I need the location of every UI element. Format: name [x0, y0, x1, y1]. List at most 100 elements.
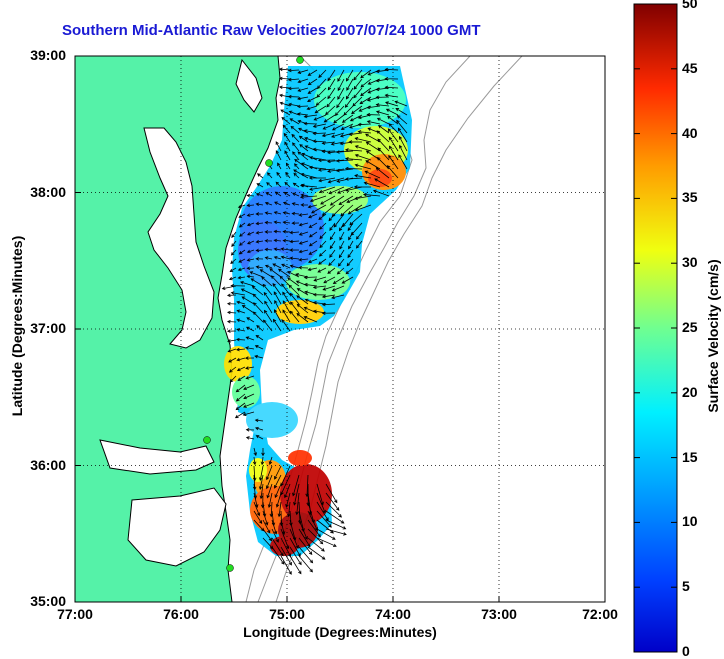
velocity-arrow — [283, 483, 291, 499]
velocity-arrow — [301, 152, 318, 161]
velocity-arrow — [262, 528, 273, 542]
grid-lines — [75, 56, 605, 602]
velocity-arrow — [236, 347, 246, 352]
velocity-arrow — [296, 295, 309, 305]
velocity-arrow — [341, 276, 354, 284]
velocity-arrow — [228, 276, 237, 281]
velocity-arrow — [255, 335, 264, 341]
velocity-arrow — [376, 156, 390, 170]
velocity-arrow — [327, 177, 345, 184]
velocity-arrow — [347, 222, 354, 232]
velocity-arrow — [291, 221, 300, 225]
velocity-arrow — [316, 510, 332, 528]
velocity-arrow — [325, 519, 347, 530]
velocity-arrow — [339, 222, 345, 232]
velocity-arrow — [238, 249, 246, 255]
velocity-arrow — [284, 141, 291, 152]
velocity-arrow — [386, 165, 399, 179]
velocity-arrow — [335, 159, 354, 163]
velocity-arrow — [308, 176, 327, 180]
velocity-arrow — [252, 293, 264, 305]
velocity-arrow — [365, 133, 381, 143]
velocity-arrow — [230, 249, 237, 256]
velocity-arrow — [278, 85, 291, 90]
velocity-arrow — [231, 240, 237, 248]
velocity-arrow — [252, 456, 257, 466]
velocity-arrow — [281, 319, 291, 332]
velocity-arrow — [299, 144, 309, 152]
velocity-arrow — [317, 267, 327, 273]
velocity-arrow — [242, 411, 255, 417]
velocity-arrow — [239, 231, 246, 237]
velocity-arrow — [344, 157, 363, 161]
velocity-arrow — [377, 147, 390, 161]
velocity-arrow — [375, 167, 390, 179]
velocity-arrow — [229, 375, 237, 383]
velocity-arrow — [291, 202, 300, 206]
velocity-arrow — [298, 240, 309, 245]
velocity-arrow — [396, 115, 408, 125]
velocity-arrow — [275, 141, 282, 152]
velocity-arrow — [262, 319, 273, 332]
velocity-arrow — [309, 186, 327, 191]
velocity-arrow — [273, 229, 282, 234]
velocity-arrow — [348, 231, 354, 241]
velocity-arrow — [375, 103, 390, 107]
velocity-arrow — [246, 258, 255, 262]
x-axis-label: Longitude (Degrees:Minutes) — [243, 624, 437, 640]
velocity-arrow — [284, 181, 291, 188]
velocity-arrow — [315, 96, 327, 106]
velocity-arrow — [282, 309, 291, 323]
velocity-arrow — [365, 160, 381, 170]
velocity-arrow — [308, 231, 318, 238]
velocity-arrow — [255, 426, 264, 431]
chart-title: Southern Mid-Atlantic Raw Velocities 200… — [62, 22, 481, 39]
velocity-arrow — [344, 166, 363, 171]
velocity-arrow — [262, 510, 269, 526]
velocity-arrow — [297, 78, 309, 84]
velocity-arrow — [318, 249, 327, 257]
velocity-arrow — [337, 186, 354, 194]
velocity-arrow — [297, 96, 309, 101]
station-marker — [203, 436, 211, 444]
velocity-arrow — [235, 393, 246, 402]
velocity-arrow — [303, 121, 318, 126]
velocity-arrow — [266, 182, 273, 188]
velocity-arrow — [246, 317, 255, 323]
velocity-arrow — [354, 204, 372, 212]
velocity-arrow — [354, 174, 372, 179]
pamlico-sound — [127, 487, 227, 567]
y-tick-label: 37:00 — [30, 320, 66, 336]
velocity-arrow — [394, 100, 408, 107]
velocity-arrow — [293, 483, 300, 506]
velocity-arrow — [296, 303, 309, 314]
velocity-arrow — [237, 267, 246, 272]
velocity-arrow — [306, 96, 318, 103]
velocity-arrow — [243, 384, 255, 390]
velocity-arrow — [331, 132, 345, 138]
velocity-arrow — [318, 258, 327, 265]
velocity-arrow — [289, 248, 300, 252]
velocity-arrow — [327, 267, 336, 274]
velocity-arrow — [321, 311, 336, 315]
y-tick-label: 36:00 — [30, 456, 66, 473]
velocity-arrow — [351, 105, 363, 115]
velocity-arrow — [329, 195, 345, 206]
velocity-arrow — [375, 95, 390, 100]
y-tick-label: 35:00 — [30, 593, 66, 609]
velocity-arrow — [253, 447, 257, 457]
velocity-arrow — [345, 87, 354, 100]
velocity-arrow — [298, 519, 308, 540]
velocity-arrow — [321, 149, 336, 154]
velocity-arrow — [327, 159, 345, 164]
velocity-arrow — [235, 384, 246, 393]
velocity-arrow — [321, 132, 336, 138]
velocity-arrow — [323, 276, 336, 284]
velocity-arrow — [397, 127, 408, 143]
velocity-arrow — [288, 102, 300, 107]
velocity-arrow — [359, 96, 372, 105]
velocity-arrow — [329, 240, 336, 250]
velocity-arrow — [280, 465, 291, 487]
velocity-arrow — [313, 114, 327, 121]
